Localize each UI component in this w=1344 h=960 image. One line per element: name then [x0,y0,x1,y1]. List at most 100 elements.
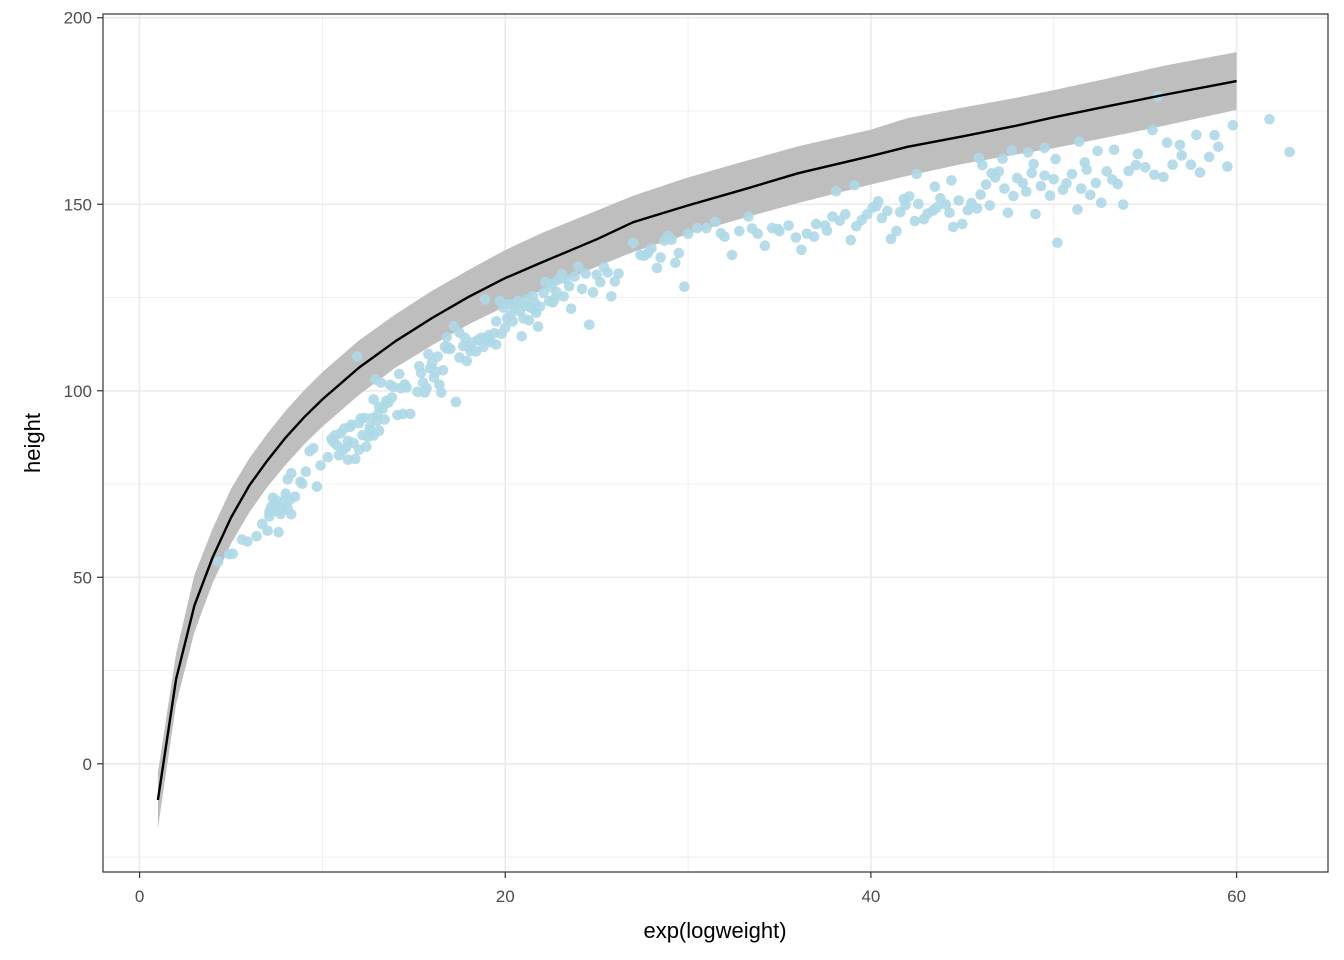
scatter-point [437,365,449,376]
scatter-point [1112,178,1123,190]
y-tick-label: 50 [73,568,92,587]
scatter-point [691,222,703,234]
x-axis-ticks: 0 20 40 60 [135,872,1246,906]
scatter-point [810,218,822,230]
scatter-point [845,234,857,246]
scatter-point [1132,148,1144,160]
scatter-point [538,287,549,299]
scatter-point [454,327,465,338]
scatter-point [830,185,842,197]
scatter-point [790,232,802,243]
scatter-point [1030,208,1041,220]
scatter-point [609,276,621,287]
scatter-point [913,198,924,210]
scatter-point [563,281,575,292]
scatter-point [944,207,955,219]
scatter-point [1002,207,1014,219]
scatter-point [701,222,712,234]
y-axis-title: height [20,413,45,473]
scatter-point [1213,141,1224,153]
scatter-point [1066,168,1078,180]
scatter-point [368,394,379,405]
scatter-point [286,467,297,479]
scatter-point [1074,136,1085,147]
scatter-point [929,181,941,192]
scatter-point [404,408,416,420]
scatter-point [1061,178,1072,189]
scatter-point [1096,197,1107,209]
scatter-point [885,233,897,245]
scatter-point [783,220,794,231]
scatter-point [478,341,489,353]
scatter-point [351,351,363,362]
scatter-point [587,287,599,298]
scatter-point [393,368,405,380]
scatter-point [1092,145,1103,157]
scatter-point [465,345,476,357]
scatter-point [891,225,902,237]
scatter-point [558,291,569,302]
scatter-point [1022,147,1034,158]
scatter-point [1008,190,1019,202]
scatter-point [973,152,985,164]
scatter-point [490,339,502,350]
scatter-point [479,294,491,305]
scatter-point [1227,119,1239,131]
y-tick-label: 200 [64,9,92,28]
scatter-point [1222,161,1233,172]
scatter-point [898,193,910,205]
scatter-point [308,442,319,454]
scatter-point [1026,167,1038,179]
y-tick-label: 150 [64,195,92,214]
scatter-point [710,216,721,228]
scatter-point [441,331,453,343]
scatter-point [573,261,584,272]
scatter-point [947,221,959,233]
scatter-point [576,283,588,295]
scatter-point [297,478,308,490]
scatter-point [1028,158,1039,170]
confidence-ribbon [157,52,1237,829]
scatter-point [386,392,398,403]
scatter-point [1203,151,1215,163]
scatter-point [999,183,1010,194]
scatter-point [1039,170,1050,181]
scatter-point [1139,162,1151,173]
scatter-point [613,268,624,279]
scatter-point [262,525,273,536]
scatter-point [1264,113,1275,125]
scatter-point [273,526,284,538]
scatter-point [808,231,820,242]
scatter-point [1006,145,1017,156]
scatter-point [1085,189,1096,201]
scatter-point [373,425,385,437]
scatter-point [499,322,511,334]
scatter-point [679,281,690,293]
scatter-point [975,189,986,200]
scatter-point [953,195,964,206]
scatter-point [1158,171,1169,183]
scatter-point [1185,159,1197,170]
scatter-point [1075,183,1087,194]
scatter-point [461,355,473,367]
y-axis-ticks: 0 50 100 150 200 [64,9,103,774]
scatter-point [1123,165,1134,177]
scatter-point [759,240,771,251]
scatter-point [1021,186,1032,197]
scatter-point [651,262,663,274]
scatter-point [286,509,297,520]
scatter-point [734,225,745,237]
scatter-point [821,225,833,236]
scatter-point [1209,129,1220,141]
scatter-point [242,536,253,547]
scatter-point [1101,166,1113,177]
scatter-point [1117,199,1129,210]
scatter-point [1048,174,1059,185]
scatter-point [986,168,997,179]
x-tick-label: 60 [1227,887,1246,906]
scatter-point [212,556,224,567]
scatter-point [547,297,559,308]
scatter-point [251,531,262,542]
